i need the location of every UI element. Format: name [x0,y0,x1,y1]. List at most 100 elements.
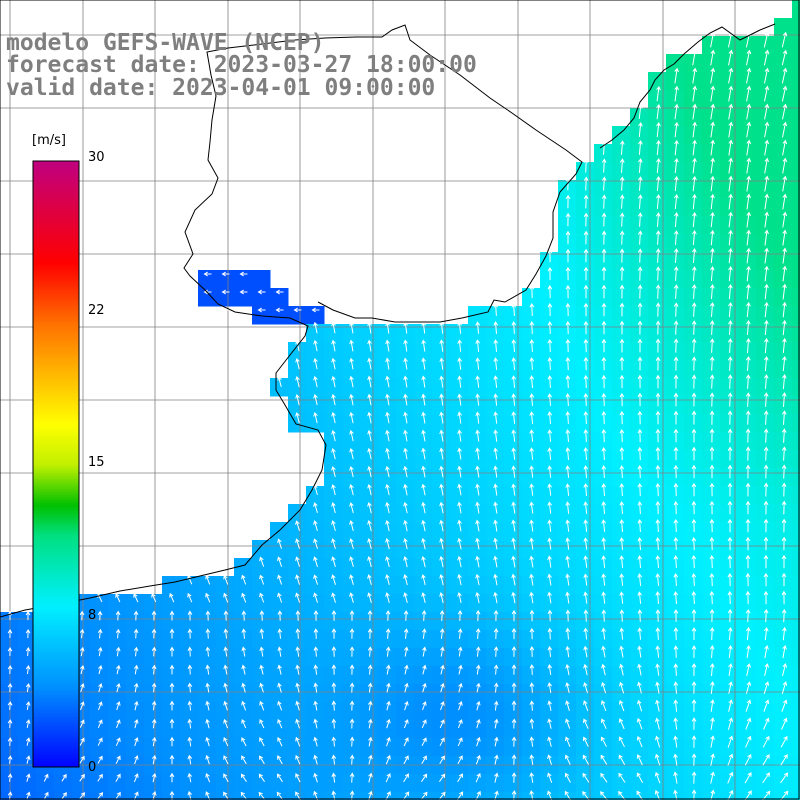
wind-speed-cell [792,396,800,415]
colorbar-segment [33,391,79,394]
wind-arrow [511,591,516,604]
wind-speed-cell [792,702,800,721]
wind-speed-cell [252,576,271,595]
wind-arrow [745,626,751,641]
wind-speed-cell [504,540,523,559]
colorbar-segment [33,493,79,496]
wind-speed-cell [396,396,415,415]
wind-arrow [601,609,607,622]
wind-speed-cell [486,522,505,541]
wind-speed-cell [630,414,649,433]
colorbar-segment [33,287,79,290]
wind-speed-cell [306,486,325,505]
colorbar-segment [33,293,79,296]
wind-speed-cell [288,720,307,739]
wind-arrow [421,537,426,550]
wind-arrow [313,411,318,424]
colorbar-segment [33,229,79,232]
wind-speed-cell [666,450,685,469]
wind-speed-cell [684,396,703,415]
wind-speed-cell [234,684,253,703]
wind-arrow [673,392,679,407]
wind-arrow [619,338,625,353]
wind-arrow [710,247,715,264]
colorbar-segment [33,519,79,522]
wind-speed-cell [342,774,361,793]
wind-arrow [493,465,498,478]
wind-speed-cell [522,774,541,793]
wind-speed-cell [594,432,613,451]
wind-speed-cell [324,540,343,559]
wind-arrow [493,339,499,352]
wind-arrow [547,537,552,550]
colorbar-segment [33,543,79,546]
wind-speed-cell [414,738,433,757]
wind-arrow [368,772,373,783]
wind-speed-cell [630,630,649,649]
wind-speed-cell [594,792,613,800]
wind-arrow [493,501,498,514]
wind-speed-cell [360,594,379,613]
colorbar-segment [33,423,79,426]
wind-speed-cell [216,792,235,800]
wind-speed-cell [612,558,631,577]
wind-arrow [475,393,480,406]
wind-arrow [637,537,643,550]
wind-arrow [637,356,643,371]
wind-arrow [782,626,787,641]
wind-arrow [709,645,715,659]
wind-speed-cell [414,666,433,685]
colorbar-segment [33,467,79,470]
colorbar-segment [33,419,79,422]
wind-speed-cell [270,540,289,559]
wind-arrow [781,31,788,48]
wind-speed-cell [432,738,451,757]
wind-arrow [223,682,228,693]
wind-arrow [259,664,264,675]
wind-arrow [151,772,157,783]
wind-speed-cell [216,630,235,649]
wind-speed-cell [630,792,649,800]
wind-arrow [619,663,624,676]
wind-arrow [511,483,516,496]
wind-arrow [763,428,769,443]
wind-speed-cell [180,684,199,703]
wind-arrow [457,411,462,424]
wind-speed-cell [108,702,127,721]
wind-arrow [601,158,607,173]
colorbar-segment [33,403,79,406]
colorbar-segment [33,549,79,552]
wind-speed-cell [234,630,253,649]
wind-speed-cell [576,288,595,307]
wind-arrow [349,538,354,550]
wind-speed-cell [756,504,775,523]
wind-speed-cell [648,270,667,289]
colorbar-tick-label: 15 [88,455,105,470]
wind-speed-cell [324,414,343,433]
wind-arrow [764,229,769,246]
wind-arrow [746,247,751,264]
wind-arrow [313,357,318,370]
wind-speed-cell [360,504,379,523]
wind-arrow [295,646,301,657]
wind-speed-cell [0,792,19,800]
wind-speed-cell [342,576,361,595]
wind-arrow [781,572,787,587]
wind-arrow [457,610,463,622]
wind-arrow [331,592,336,603]
wind-arrow [475,591,480,604]
wind-arrow [674,194,679,210]
wind-arrow [493,375,499,388]
wind-arrow [386,718,391,729]
wind-speed-cell [594,648,613,667]
wind-speed-cell [540,684,559,703]
wind-arrow [583,682,588,694]
wind-arrow [440,701,445,711]
colorbar-segment [33,573,79,576]
wind-arrow [692,157,697,174]
wind-speed-cell [540,630,559,649]
wind-speed-cell [288,540,307,559]
wind-speed-cell [666,774,685,793]
wind-arrow [385,646,391,657]
wind-speed-cell [324,558,343,577]
